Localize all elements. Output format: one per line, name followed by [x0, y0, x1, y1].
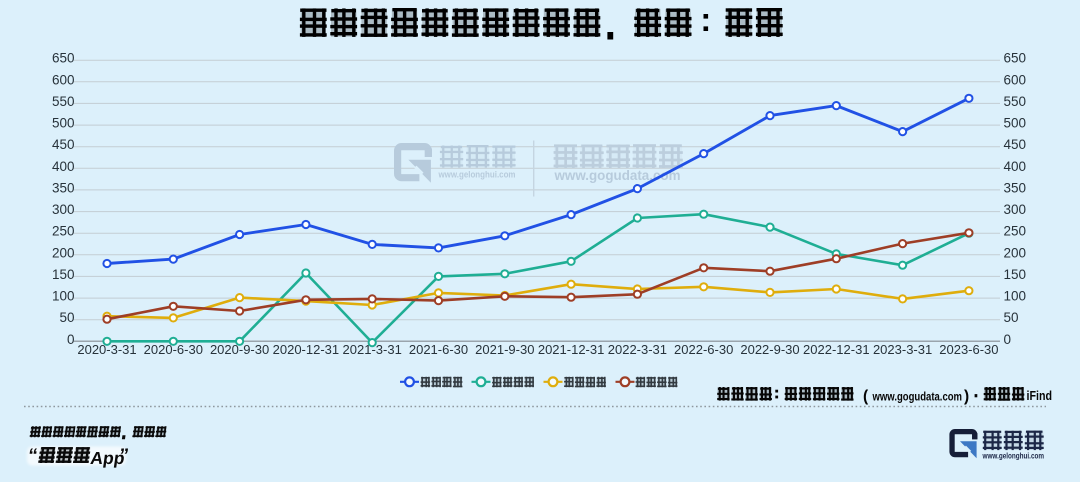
svg-text:550: 550: [1004, 94, 1027, 109]
svg-text:50: 50: [59, 310, 74, 325]
svg-text:200: 200: [1004, 245, 1027, 260]
svg-text:450: 450: [1004, 137, 1027, 152]
svg-text:300: 300: [52, 202, 75, 217]
svg-text:200: 200: [52, 245, 75, 260]
svg-text:www.gelonghui.com: www.gelonghui.com: [982, 452, 1044, 461]
svg-text:150: 150: [52, 267, 75, 282]
svg-text:2023-6-30: 2023-6-30: [939, 342, 998, 357]
svg-text:2021-6-30: 2021-6-30: [409, 342, 468, 357]
svg-text:500: 500: [1004, 116, 1027, 131]
svg-text:2020-9-30: 2020-9-30: [210, 342, 269, 357]
svg-text:2020-3-31: 2020-3-31: [77, 342, 136, 357]
svg-text:2021-9-30: 2021-9-30: [475, 342, 534, 357]
svg-text:350: 350: [1004, 180, 1027, 195]
svg-text:0: 0: [1004, 332, 1012, 347]
svg-text:(: (: [863, 388, 869, 405]
svg-text:www.gogudata.com: www.gogudata.com: [872, 390, 962, 404]
svg-text:400: 400: [1004, 159, 1027, 174]
svg-text:2023-3-31: 2023-3-31: [873, 342, 932, 357]
svg-text:iFind: iFind: [1027, 389, 1053, 403]
svg-text:550: 550: [52, 94, 75, 109]
svg-text:2022-12-31: 2022-12-31: [803, 342, 870, 357]
svg-text:250: 250: [1004, 224, 1027, 239]
svg-text:0: 0: [67, 332, 75, 347]
svg-text:600: 600: [1004, 72, 1027, 87]
svg-text:2020-6-30: 2020-6-30: [144, 342, 203, 357]
svg-text:”: ”: [117, 446, 129, 467]
svg-text:2021-12-31: 2021-12-31: [538, 342, 605, 357]
svg-text:650: 650: [52, 51, 75, 66]
svg-text:100: 100: [52, 289, 75, 304]
svg-text:www.gogudata.com: www.gogudata.com: [554, 168, 681, 183]
svg-text:450: 450: [52, 137, 75, 152]
svg-text:www.gelonghui.com: www.gelonghui.com: [438, 170, 516, 180]
svg-text:600: 600: [52, 72, 75, 87]
svg-text:250: 250: [52, 224, 75, 239]
svg-text:App: App: [89, 448, 126, 468]
svg-text:2022-6-30: 2022-6-30: [674, 342, 733, 357]
svg-text:500: 500: [52, 116, 75, 131]
svg-text:): ): [964, 388, 969, 405]
svg-text:150: 150: [1004, 267, 1027, 282]
svg-text:“: “: [26, 446, 38, 467]
svg-text:2020-12-31: 2020-12-31: [273, 342, 340, 357]
svg-text:300: 300: [1004, 202, 1027, 217]
svg-text:2022-3-31: 2022-3-31: [608, 342, 667, 357]
svg-text:650: 650: [1004, 51, 1027, 66]
svg-text:100: 100: [1004, 289, 1027, 304]
svg-text:350: 350: [52, 180, 75, 195]
svg-text:2022-9-30: 2022-9-30: [740, 342, 799, 357]
svg-text:2021-3-31: 2021-3-31: [343, 342, 402, 357]
svg-text:400: 400: [52, 159, 75, 174]
svg-text:50: 50: [1004, 310, 1019, 325]
